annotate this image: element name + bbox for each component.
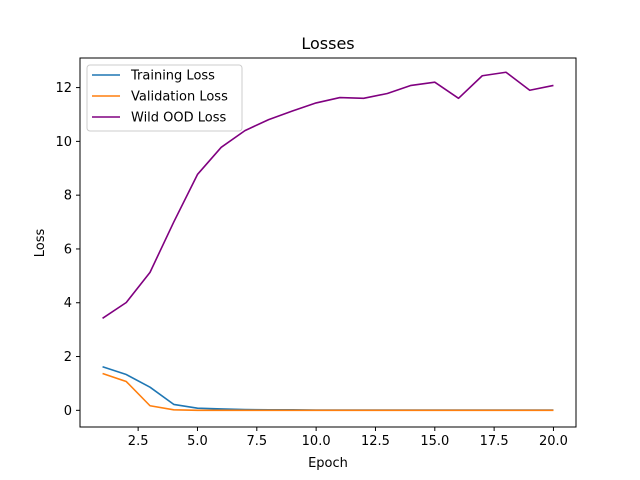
series-line-0 — [102, 365, 554, 411]
x-tick-label: 10.0 — [302, 434, 331, 449]
x-tick-label: 12.5 — [361, 434, 390, 449]
y-axis-ticks: 0 2 4 6 8 10 12 — [55, 81, 80, 419]
series-line-1 — [102, 372, 554, 412]
y-tick-label: 10 — [55, 135, 72, 150]
plot-frame — [79, 57, 577, 428]
plot-lines — [102, 71, 554, 412]
series-line-2 — [102, 71, 554, 320]
chart-title: Losses — [301, 34, 354, 53]
legend-box — [86, 64, 243, 132]
y-tick-label: 12 — [55, 81, 72, 96]
y-tick-label: 4 — [64, 296, 72, 311]
y-tick-label: 0 — [64, 404, 72, 419]
x-tick-label: 17.5 — [480, 434, 509, 449]
legend-entry: Training Loss — [130, 69, 215, 84]
y-tick-label: 2 — [64, 350, 72, 365]
x-tick-label: 7.5 — [246, 434, 267, 449]
x-tick-label: 20.0 — [539, 434, 568, 449]
legend: Training Loss Validation Loss Wild OOD Los… — [86, 64, 243, 132]
y-axis-label: Loss — [33, 229, 48, 258]
y-tick-label: 8 — [64, 189, 72, 204]
x-tick-label: 15.0 — [420, 434, 449, 449]
x-axis-ticks: 2.5 5.0 7.5 10.0 12.5 15.0 17.5 20.0 — [128, 427, 568, 449]
y-tick-label: 6 — [64, 242, 72, 257]
x-tick-label: 5.0 — [187, 434, 208, 449]
legend-entry: Wild OOD Loss — [131, 111, 227, 126]
legend-entry: Validation Loss — [131, 90, 228, 105]
x-axis-label: Epoch — [308, 456, 348, 471]
x-tick-label: 2.5 — [128, 434, 149, 449]
